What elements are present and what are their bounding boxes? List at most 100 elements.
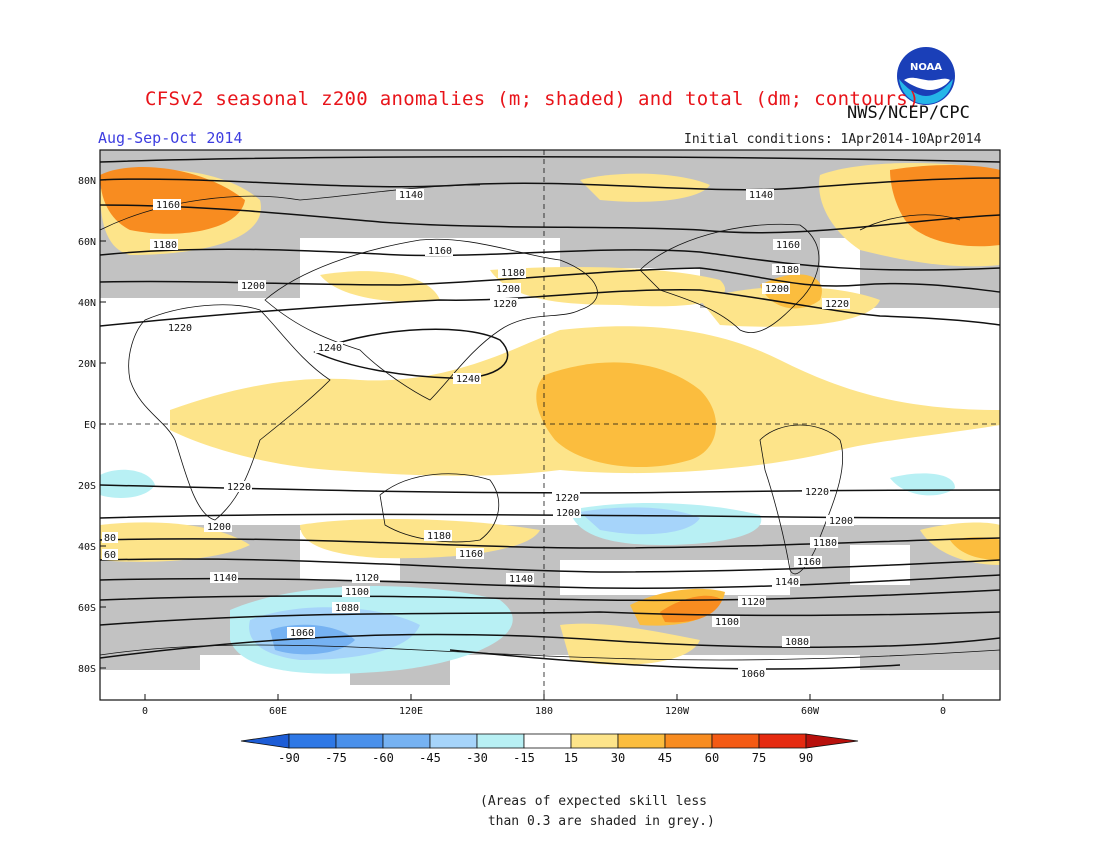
initial-conditions-label: Initial conditions: 1Apr2014-10Apr2014	[684, 132, 982, 147]
contour-label: 1220	[805, 487, 829, 498]
colorbar-tick-label: -90	[278, 751, 300, 765]
contour-label: 1140	[749, 190, 773, 201]
contour-label: 1180	[427, 531, 451, 542]
contour-label: 1060	[290, 628, 314, 639]
positive-anomaly-shading	[100, 163, 1000, 665]
lat-label: 60S	[78, 603, 96, 614]
colorbar-segment	[570, 733, 619, 749]
chart-title: CFSv2 seasonal z200 anomalies (m; shaded…	[145, 88, 920, 110]
lat-label: 80N	[78, 176, 96, 187]
contour-labels: 1140 1140 1160 1160 1160 1180 1180 1180 …	[102, 189, 854, 680]
colorbar-segment	[335, 733, 384, 749]
contour-label: 1160	[459, 549, 483, 560]
colorbar-tick-label: 90	[799, 751, 813, 765]
skill-note: (Areas of expected skill less than 0.3 a…	[480, 794, 715, 829]
contour-label: 1200	[241, 281, 265, 292]
contour-label: 1200	[496, 284, 520, 295]
lon-label: 0	[940, 706, 946, 717]
contour-label: 1180	[813, 538, 837, 549]
contour-label: 1200	[556, 508, 580, 519]
lon-labels: 0 60E 120E 180 120W 60W 0	[142, 706, 946, 717]
lat-labels: 80N 60N 40N 20N EQ 20S 40S 60S 80S	[78, 176, 96, 675]
lon-label: 60E	[269, 706, 287, 717]
contour-label: 1200	[829, 516, 853, 527]
colorbar-segment	[805, 733, 859, 749]
colorbar-segment	[711, 733, 760, 749]
colorbar-tick-labels: -90 -75 -60 -45 -30 -15 15 30 45 60 75 9…	[278, 751, 813, 765]
colorbar-segment	[429, 733, 478, 749]
lat-label: 60N	[78, 237, 96, 248]
colorbar-tick-label: 75	[752, 751, 766, 765]
colorbar-tick-label: -15	[513, 751, 535, 765]
contour-label: 1200	[207, 522, 231, 533]
negative-anomaly-shading	[100, 469, 955, 674]
contour-label: 1200	[765, 284, 789, 295]
noaa-logo: NOAA	[897, 47, 955, 105]
lon-ticks	[144, 694, 944, 700]
contour-label: 1160	[797, 557, 821, 568]
lat-label: 80S	[78, 664, 96, 675]
season-label: Aug-Sep-Oct 2014	[98, 129, 243, 147]
contour-label: 1140	[213, 573, 237, 584]
colorbar-segment	[523, 733, 572, 749]
colorbar-segment	[664, 733, 713, 749]
lon-label: 60W	[801, 706, 820, 717]
colorbar-segment	[476, 733, 525, 749]
contour-label: 1180	[153, 240, 177, 251]
lon-label: 180	[535, 706, 553, 717]
colorbar-tick-label: 45	[658, 751, 672, 765]
contour-label: 1140	[399, 190, 423, 201]
colorbar-tick-label: 15	[564, 751, 578, 765]
colorbar-tick-label: 60	[705, 751, 719, 765]
map-frame	[99, 149, 1001, 701]
contour-label: 1220	[825, 299, 849, 310]
lat-label: EQ	[84, 420, 96, 431]
colorbar-tick-label: -30	[466, 751, 488, 765]
contour-label: 1160	[776, 240, 800, 251]
colorbar-segment	[288, 733, 337, 749]
colorbar-tick-label: 30	[611, 751, 625, 765]
lat-label: 40N	[78, 298, 96, 309]
agency-label: NWS/NCEP/CPC	[847, 103, 970, 123]
lat-ticks	[100, 179, 106, 669]
colorbar	[240, 733, 859, 749]
contour-label: 1160	[428, 246, 452, 257]
contour-label: 1240	[318, 343, 342, 354]
height-contours	[100, 156, 1000, 670]
lat-label: 40S	[78, 542, 96, 553]
contour-label: 1220	[227, 482, 251, 493]
colorbar-tick-label: -60	[372, 751, 394, 765]
colorbar-segment	[382, 733, 431, 749]
contour-label: 1080	[785, 637, 809, 648]
contour-label: 1160	[156, 200, 180, 211]
logo-text: NOAA	[910, 62, 942, 73]
colorbar-segment	[240, 733, 290, 749]
contour-label: 1100	[715, 617, 739, 628]
contour-label: 1100	[345, 587, 369, 598]
contour-label: 1140	[509, 574, 533, 585]
colorbar-tick-label: -45	[419, 751, 441, 765]
contour-label: 1140	[775, 577, 799, 588]
contour-label: 80	[104, 533, 116, 544]
lat-label: 20N	[78, 359, 96, 370]
map-panel: 1140 1140 1160 1160 1160 1180 1180 1180 …	[100, 150, 1000, 700]
lon-label: 120W	[665, 706, 690, 717]
contour-label: 1180	[501, 268, 525, 279]
colorbar-tick-label: -75	[325, 751, 347, 765]
colorbar-segment	[617, 733, 666, 749]
contour-label: 1180	[775, 265, 799, 276]
contour-label: 1220	[493, 299, 517, 310]
reference-lines	[100, 150, 1000, 700]
contour-label: 60	[104, 550, 116, 561]
contour-label: 1120	[741, 597, 765, 608]
contour-label: 1060	[741, 669, 765, 680]
colorbar-segment	[758, 733, 807, 749]
lon-label: 120E	[399, 706, 423, 717]
contour-label: 1120	[355, 573, 379, 584]
lat-label: 20S	[78, 481, 96, 492]
lon-label: 0	[142, 706, 148, 717]
contour-label: 1240	[456, 374, 480, 385]
contour-label: 1080	[335, 603, 359, 614]
contour-label: 1220	[168, 323, 192, 334]
